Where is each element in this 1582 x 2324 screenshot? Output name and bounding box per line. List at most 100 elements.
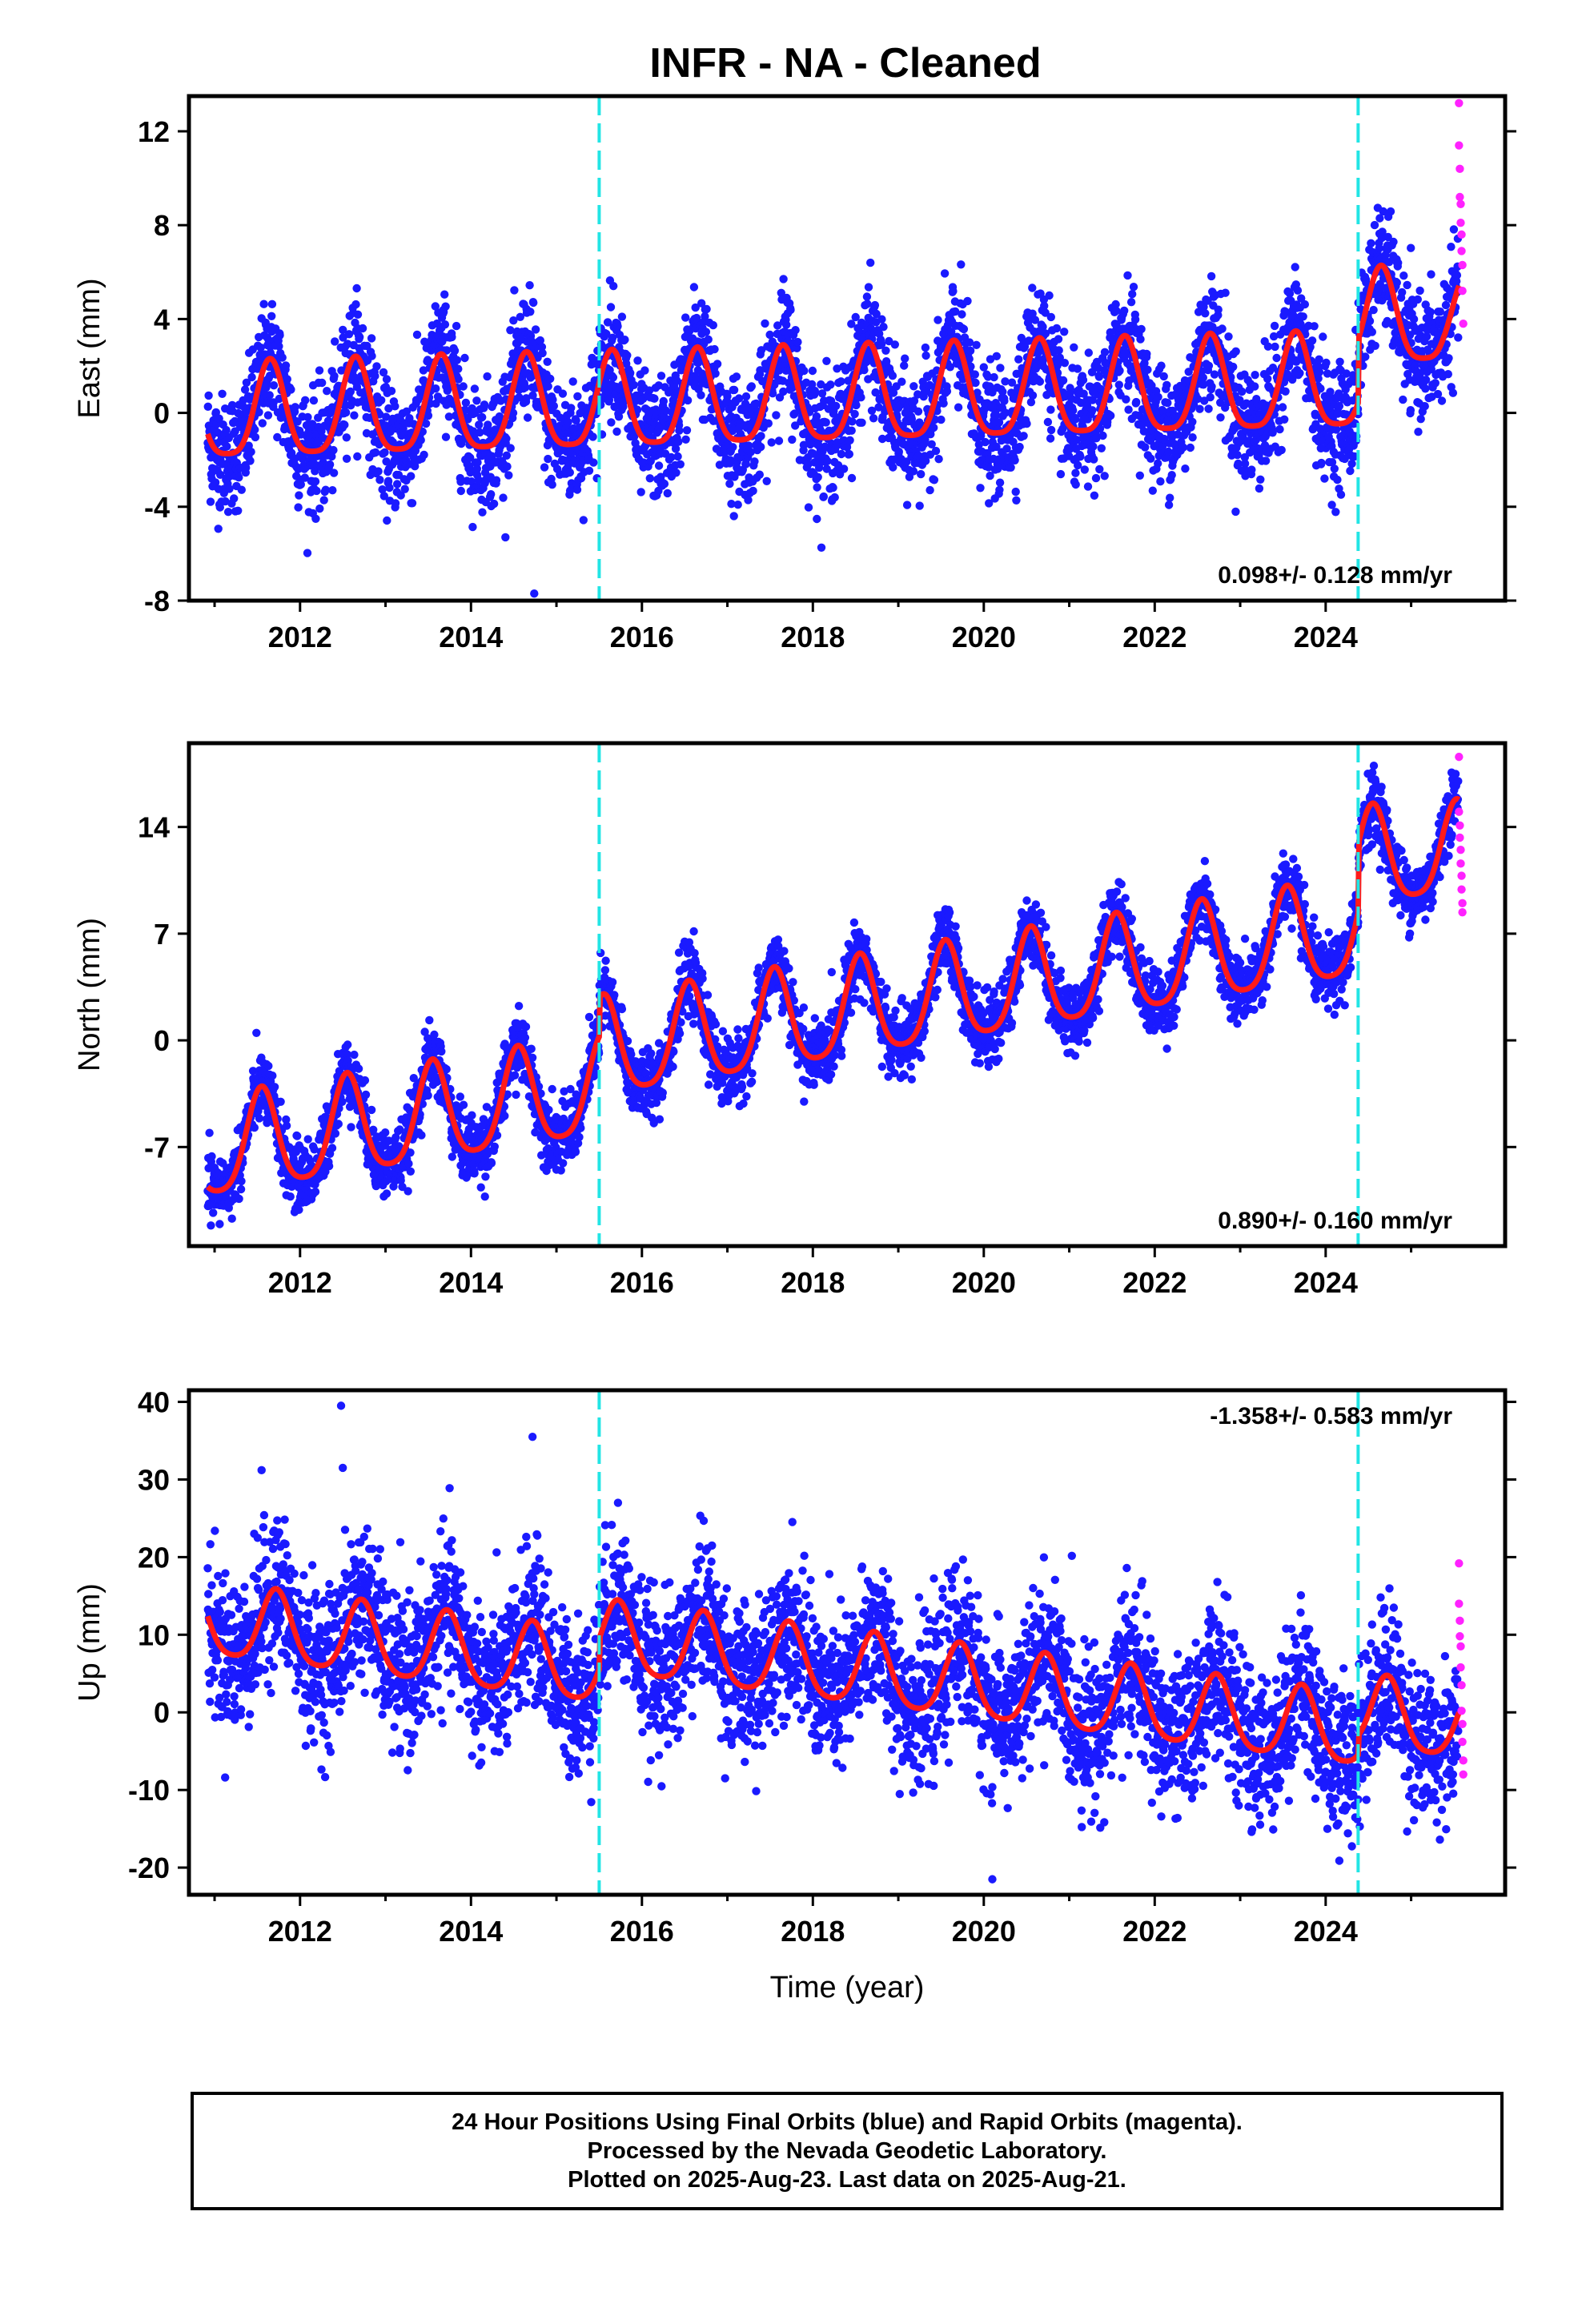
final-orbit-point bbox=[1435, 308, 1445, 316]
final-orbit-point bbox=[845, 449, 854, 459]
final-orbit-point bbox=[270, 1083, 279, 1092]
final-orbit-point bbox=[528, 391, 537, 400]
final-orbit-point bbox=[508, 408, 518, 417]
final-orbit-point bbox=[976, 484, 985, 493]
final-orbit-point bbox=[729, 512, 738, 521]
final-orbit-point bbox=[448, 332, 456, 342]
final-orbit-point bbox=[636, 488, 645, 497]
final-orbit-point bbox=[1130, 315, 1140, 324]
final-orbit-point bbox=[388, 438, 397, 447]
final-orbit-point bbox=[800, 366, 809, 376]
final-orbit-point bbox=[251, 432, 260, 442]
final-orbit-point bbox=[1142, 349, 1151, 359]
final-orbit-point bbox=[255, 1114, 264, 1123]
final-orbit-point bbox=[206, 497, 215, 506]
y-tick-label: 4 bbox=[154, 303, 170, 336]
final-orbit-point bbox=[1336, 490, 1346, 499]
final-orbit-point bbox=[573, 392, 582, 401]
final-orbit-point bbox=[1141, 443, 1150, 452]
final-orbit-point bbox=[965, 355, 974, 364]
final-orbit-point bbox=[1335, 401, 1344, 411]
final-orbit-point bbox=[1447, 243, 1456, 251]
final-orbit-point bbox=[764, 419, 773, 428]
final-orbit-point bbox=[268, 1072, 277, 1080]
final-orbit-point bbox=[291, 403, 299, 412]
final-orbit-point bbox=[931, 446, 941, 456]
final-orbit-point bbox=[1028, 283, 1037, 292]
final-orbit-point bbox=[810, 386, 819, 396]
final-orbit-point bbox=[1454, 333, 1463, 342]
final-orbit-point bbox=[324, 1161, 334, 1171]
final-orbit-point bbox=[857, 393, 865, 402]
final-orbit-point bbox=[1054, 346, 1063, 355]
final-orbit-point bbox=[1367, 328, 1377, 336]
final-orbit-point bbox=[1272, 353, 1281, 363]
final-orbit-point bbox=[1216, 413, 1225, 422]
final-orbit-point bbox=[301, 396, 310, 404]
final-orbit-point bbox=[926, 485, 934, 495]
final-orbit-point bbox=[278, 353, 287, 362]
final-orbit-point bbox=[377, 396, 386, 404]
final-orbit-point bbox=[992, 442, 1001, 452]
final-orbit-point bbox=[954, 403, 963, 412]
final-orbit-points bbox=[203, 203, 1463, 598]
final-orbit-point bbox=[640, 366, 649, 375]
final-orbit-point bbox=[295, 1205, 303, 1214]
final-orbit-point bbox=[1231, 507, 1240, 517]
final-orbit-point bbox=[460, 405, 469, 414]
final-orbit-point bbox=[921, 351, 930, 360]
final-orbit-point bbox=[984, 463, 994, 472]
final-orbit-point bbox=[1030, 316, 1040, 324]
final-orbit-point bbox=[871, 388, 880, 397]
final-orbit-point bbox=[817, 380, 825, 389]
final-orbit-point bbox=[1426, 308, 1435, 316]
final-orbit-point bbox=[501, 533, 510, 542]
final-orbit-point bbox=[1164, 447, 1173, 456]
final-orbit-point bbox=[1365, 316, 1375, 326]
final-orbit-point bbox=[506, 444, 515, 452]
final-orbit-point bbox=[321, 485, 330, 494]
final-orbit-point bbox=[959, 324, 969, 334]
final-orbit-point bbox=[237, 1176, 246, 1186]
final-orbit-point bbox=[1233, 450, 1242, 460]
final-orbit-point bbox=[1269, 332, 1279, 341]
final-orbit-point bbox=[864, 283, 873, 292]
final-orbit-point bbox=[874, 403, 883, 412]
final-orbit-point bbox=[808, 366, 817, 376]
final-orbit-point bbox=[1040, 301, 1049, 311]
final-orbit-point bbox=[275, 394, 283, 404]
final-orbit-point bbox=[1092, 434, 1101, 443]
final-orbit-point bbox=[608, 333, 617, 342]
final-orbit-point bbox=[1073, 436, 1082, 444]
final-orbit-point bbox=[1378, 227, 1387, 236]
final-orbit-point bbox=[441, 432, 451, 441]
final-orbit-point bbox=[831, 401, 841, 411]
final-orbit-point bbox=[392, 480, 402, 489]
final-orbit-point bbox=[723, 392, 732, 401]
final-orbit-point bbox=[786, 305, 795, 315]
final-orbit-point bbox=[1268, 428, 1277, 437]
final-orbit-point bbox=[863, 300, 872, 308]
final-orbit-point bbox=[879, 323, 888, 332]
final-orbit-point bbox=[354, 1064, 363, 1073]
final-orbit-point bbox=[478, 508, 487, 517]
final-orbit-point bbox=[985, 499, 994, 508]
final-orbit-point bbox=[567, 404, 576, 412]
final-orbit-point bbox=[476, 428, 484, 437]
final-orbit-point bbox=[1090, 455, 1098, 464]
final-orbit-point bbox=[1406, 406, 1415, 415]
final-orbit-point bbox=[659, 396, 668, 406]
final-orbit-point bbox=[1421, 376, 1431, 384]
final-orbit-point bbox=[606, 303, 616, 312]
final-orbit-point bbox=[762, 476, 771, 485]
final-orbit-point bbox=[207, 1152, 216, 1161]
final-orbit-point bbox=[1188, 433, 1197, 442]
final-orbit-point bbox=[540, 463, 549, 472]
final-orbit-point bbox=[536, 336, 544, 345]
final-orbit-point bbox=[478, 412, 487, 422]
final-orbit-point bbox=[934, 316, 942, 324]
final-orbit-point bbox=[1377, 233, 1387, 243]
final-orbit-point bbox=[516, 312, 524, 321]
final-orbit-point bbox=[774, 436, 784, 445]
final-orbit-point bbox=[330, 372, 339, 380]
